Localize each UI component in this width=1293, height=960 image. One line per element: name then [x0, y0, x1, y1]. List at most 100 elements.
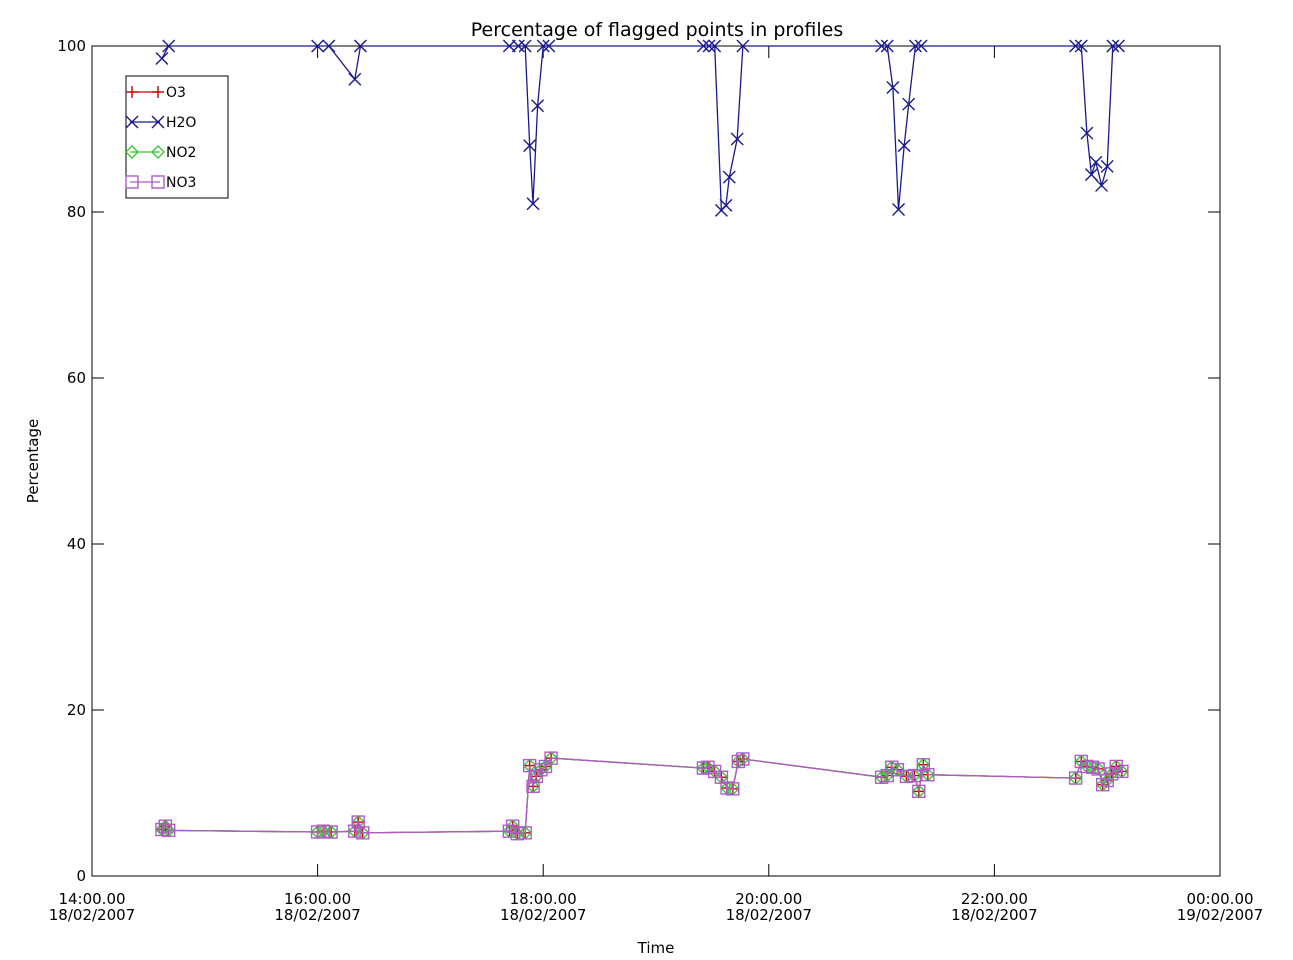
data-point-no3	[356, 826, 370, 840]
data-point-h2o	[1074, 39, 1088, 53]
legend-marker	[125, 175, 139, 189]
x-tick-label-time: 18:00.00	[510, 890, 577, 908]
data-point-h2o	[1111, 39, 1125, 53]
data-point-h2o	[736, 39, 750, 53]
x-tick-label-date: 18/02/2007	[274, 906, 360, 924]
data-point-no3	[526, 779, 540, 794]
legend-marker	[151, 145, 165, 159]
data-point-no3	[351, 815, 365, 829]
data-point-no3	[1091, 762, 1105, 776]
data-point-no3	[324, 825, 338, 839]
y-tick-label: 100	[57, 37, 86, 55]
data-point-no3	[1105, 767, 1119, 781]
data-point-h2o	[1069, 39, 1083, 53]
data-point-no3	[921, 768, 935, 782]
data-point-h2o	[914, 39, 928, 53]
legend-marker	[151, 115, 165, 129]
data-point-h2o	[880, 39, 894, 53]
legend-marker	[125, 145, 139, 159]
series-layer	[154, 39, 1129, 841]
legend-label: O3	[166, 85, 186, 101]
data-point-h2o	[155, 51, 169, 65]
data-point-h2o	[542, 39, 556, 53]
x-tick-label-date: 18/02/2007	[500, 906, 586, 924]
legend-label: H2O	[166, 115, 196, 131]
y-tick-label: 40	[67, 535, 86, 553]
data-point-h2o	[719, 198, 733, 212]
x-axis-label: Time	[637, 939, 675, 957]
legend-marker	[126, 86, 138, 98]
legend-item-h2o: H2O	[125, 115, 196, 131]
legend-box	[125, 75, 229, 199]
series-no3	[155, 751, 1129, 841]
legend-item-o3: O3	[126, 85, 186, 101]
data-point-h2o	[708, 39, 722, 53]
data-point-h2o	[886, 81, 900, 94]
axes: 02040608010014:00.0018/02/200716:00.0018…	[49, 37, 1263, 924]
legend-marker	[151, 175, 165, 189]
data-point-no3	[155, 822, 169, 837]
y-tick-label: 60	[67, 369, 86, 387]
data-point-h2o	[1080, 126, 1094, 140]
data-point-no3	[1115, 764, 1129, 779]
data-point-h2o	[322, 39, 336, 53]
data-point-h2o	[311, 39, 325, 53]
legend-marker	[125, 115, 139, 129]
data-point-h2o	[730, 132, 744, 146]
x-tick-label-time: 22:00.00	[961, 890, 1028, 908]
y-tick-label: 20	[67, 701, 86, 719]
x-tick-label-time: 20:00.00	[735, 890, 802, 908]
data-point-h2o	[1095, 178, 1109, 192]
data-point-no3	[1068, 771, 1083, 785]
data-point-no3	[736, 752, 750, 766]
data-point-h2o	[1106, 39, 1120, 53]
x-tick-label-time: 00:00.00	[1186, 890, 1253, 908]
data-point-h2o	[518, 39, 532, 53]
data-point-h2o	[702, 39, 716, 53]
data-point-h2o	[536, 39, 550, 53]
data-point-no3	[162, 823, 176, 838]
data-point-no3	[907, 768, 922, 783]
legend: O3 H2O NO2 NO3	[125, 75, 229, 199]
legend-item-no3: NO3	[125, 175, 196, 191]
y-axis-label: Percentage	[24, 419, 42, 503]
series-h2o	[155, 39, 1125, 217]
data-point-no3	[899, 769, 914, 784]
data-point-no3	[731, 754, 746, 769]
data-point-no3	[544, 751, 558, 765]
data-point-no3	[1095, 778, 1110, 792]
data-point-no3	[912, 784, 926, 799]
data-point-no3	[534, 763, 548, 777]
x-tick-label-time: 14:00.00	[58, 890, 125, 908]
data-point-h2o	[523, 139, 537, 153]
data-point-h2o	[162, 39, 176, 53]
data-point-h2o	[908, 39, 922, 53]
data-point-no3	[316, 824, 330, 838]
x-tick-label-date: 19/02/2007	[1177, 906, 1263, 924]
data-point-no3	[726, 782, 740, 796]
data-point-no3	[916, 758, 931, 772]
data-point-h2o	[511, 39, 525, 53]
data-point-h2o	[353, 39, 367, 53]
data-point-no3	[522, 758, 537, 773]
data-point-no3	[348, 824, 362, 838]
legend-label: NO3	[166, 175, 196, 191]
y-tick-label: 80	[67, 203, 86, 221]
data-point-no3	[510, 826, 524, 841]
y-tick-label: 0	[76, 867, 86, 885]
data-point-h2o	[902, 97, 916, 111]
data-point-h2o	[526, 197, 540, 211]
data-point-h2o	[1089, 155, 1103, 169]
x-tick-label-date: 18/02/2007	[49, 906, 135, 924]
data-point-h2o	[722, 170, 736, 184]
data-point-no3	[158, 819, 173, 833]
data-point-no3	[696, 761, 711, 775]
data-point-no3	[502, 824, 517, 838]
data-point-h2o	[875, 39, 889, 53]
data-point-h2o	[502, 39, 516, 53]
data-point-no3	[518, 826, 532, 840]
x-tick-label-time: 16:00.00	[284, 890, 351, 908]
data-point-h2o	[531, 99, 545, 113]
data-point-h2o	[1100, 159, 1114, 173]
